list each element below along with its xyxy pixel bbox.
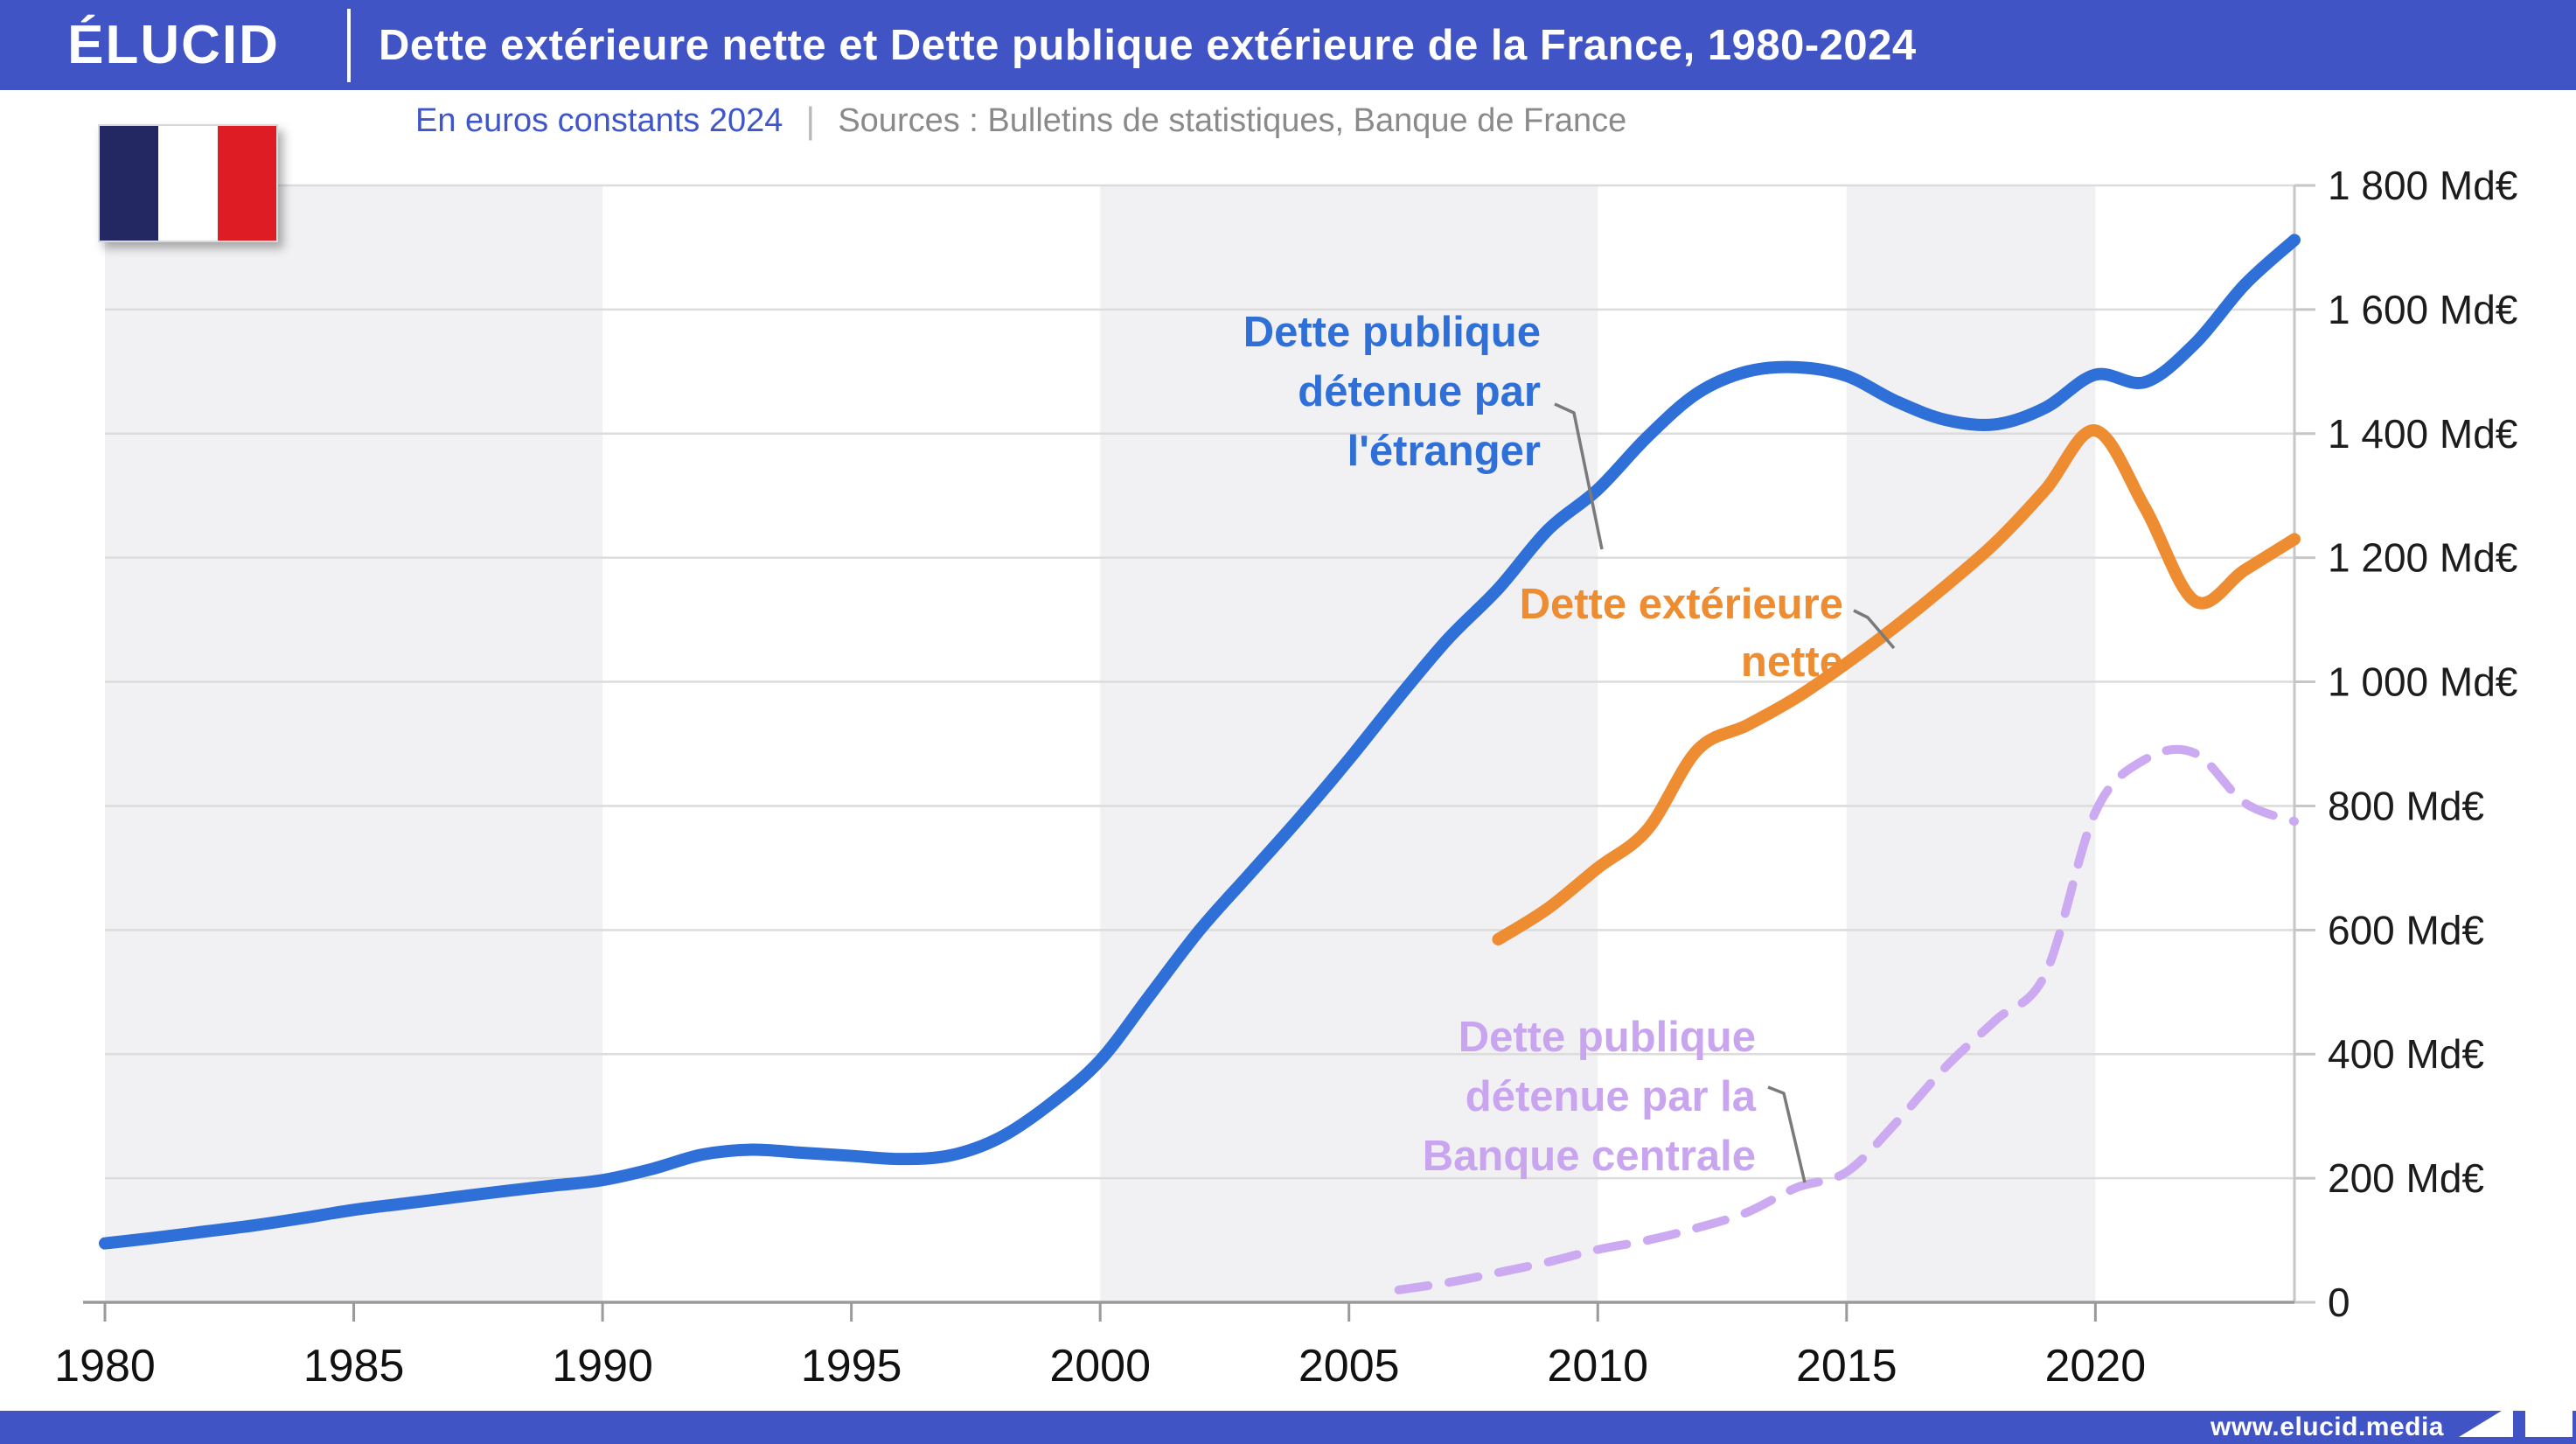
french-flag (98, 124, 278, 242)
series-line-0-foreign-debt (99, 234, 2301, 1250)
x-axis-label: 2000 (1049, 1341, 1151, 1392)
annotation-central-bank-label: Banque centrale (1423, 1133, 1756, 1180)
x-axis-label: 1990 (552, 1341, 653, 1392)
footer-bar (0, 1411, 2576, 1444)
subtitle-separator: | (805, 100, 816, 141)
header-bar: ÉLUCID Dette extérieure nette et Dette p… (0, 0, 2576, 90)
y-axis-label: 800 Md€ (2328, 783, 2484, 828)
x-axis-label: 2015 (1796, 1341, 1897, 1392)
y-axis-label: 1 800 Md€ (2328, 163, 2517, 208)
background-band (1846, 185, 2096, 1302)
background-band (1100, 185, 1598, 1302)
header-divider (347, 8, 351, 82)
background-band (105, 185, 603, 1302)
flag-stripe-red (217, 126, 276, 241)
annotation-central-bank-label: Dette publique (1459, 1014, 1756, 1061)
annotation-central-bank-leader-line (1767, 1085, 1807, 1183)
series-line-1-net-external-debt (1492, 424, 2301, 945)
x-axis-label: 1980 (54, 1341, 156, 1392)
footer-url: www.elucid.media (2210, 1413, 2444, 1441)
y-axis-label: 1 000 Md€ (2328, 659, 2517, 705)
y-axis-label: 1 600 Md€ (2328, 287, 2517, 332)
y-axis-label: 400 Md€ (2328, 1031, 2484, 1077)
annotation-foreign-debt-leader-line (1554, 402, 1604, 550)
x-axis-label: 2010 (1547, 1341, 1648, 1392)
annotation-net-external-debt-leader-line (1853, 609, 1896, 650)
elucid-logo: ÉLUCID (67, 15, 280, 75)
subtitle-unit: En euros constants 2024 (415, 101, 783, 139)
y-axis-label: 600 Md€ (2328, 907, 2484, 952)
x-axis-label: 1995 (801, 1341, 902, 1392)
subtitle-sources: Sources : Bulletins de statistiques, Ban… (838, 101, 1627, 139)
annotation-foreign-debt-label: Dette publique (1243, 309, 1541, 356)
y-axis-label: 200 Md€ (2328, 1155, 2484, 1201)
chart-title: Dette extérieure nette et Dette publique… (379, 21, 1917, 69)
annotation-net-external-debt-label: nette (1741, 638, 1843, 686)
x-axis-label: 1985 (303, 1341, 405, 1392)
annotation-foreign-debt-label: l'étranger (1347, 428, 1541, 475)
y-axis-label: 1 200 Md€ (2328, 535, 2517, 581)
flag-stripe-blue (100, 126, 159, 241)
y-axis-label: 1 400 Md€ (2328, 411, 2517, 457)
flag-stripe-white (158, 126, 218, 241)
annotation-net-external-debt-label: Dette extérieure (1520, 581, 1843, 628)
y-axis-label: 0 (2328, 1280, 2350, 1325)
annotation-central-bank-label: détenue par la (1466, 1073, 1757, 1120)
x-axis-label: 2020 (2045, 1341, 2147, 1392)
annotation-foreign-debt-label: détenue par (1298, 368, 1541, 415)
series-line-2-central-bank (1394, 744, 2299, 1294)
x-axis-label: 2005 (1298, 1341, 1400, 1392)
subtitle-row: En euros constants 2024 | Sources : Bull… (415, 90, 1626, 151)
